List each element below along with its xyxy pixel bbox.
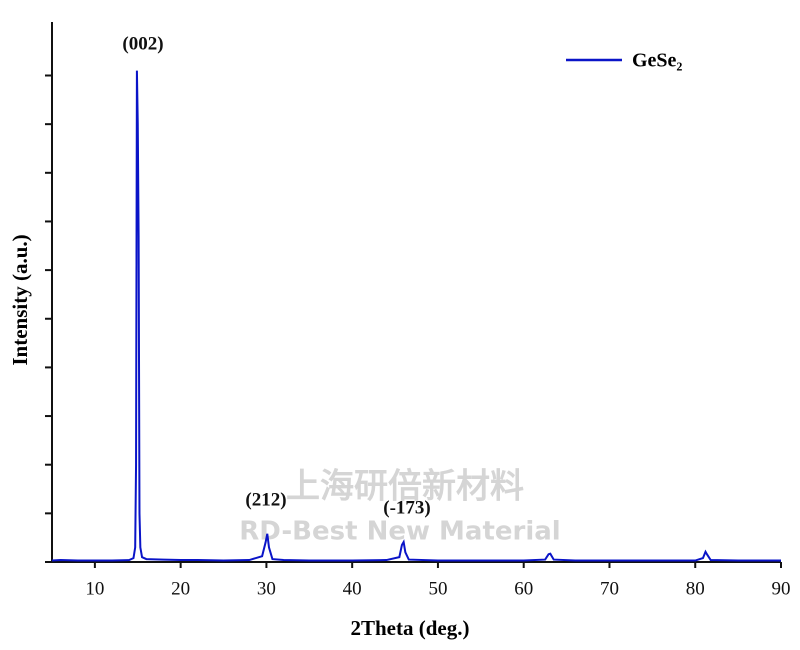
- watermark: RD-Best New Material: [239, 517, 560, 547]
- legend-label: GeSe₂: [632, 50, 682, 72]
- x-tick-label: 70: [600, 578, 619, 599]
- x-tick-label: 40: [343, 578, 362, 599]
- y-axis-label: Intensity (a.u.): [8, 234, 32, 365]
- annotation: (-173): [383, 497, 430, 518]
- x-tick-label: 10: [85, 578, 104, 599]
- x-tick-label: 90: [772, 578, 791, 599]
- watermark: 上海研倍新材料: [286, 467, 524, 507]
- annotation: (212): [245, 489, 286, 510]
- x-tick-label: 80: [686, 578, 705, 599]
- x-tick-label: 60: [514, 578, 533, 599]
- data-line: [51, 70, 781, 562]
- x-axis-label: 2Theta (deg.): [351, 616, 470, 640]
- x-tick-label: 20: [171, 578, 190, 599]
- x-tick-label: 30: [257, 578, 276, 599]
- x-tick-label: 50: [428, 578, 447, 599]
- annotation: (002): [122, 33, 163, 54]
